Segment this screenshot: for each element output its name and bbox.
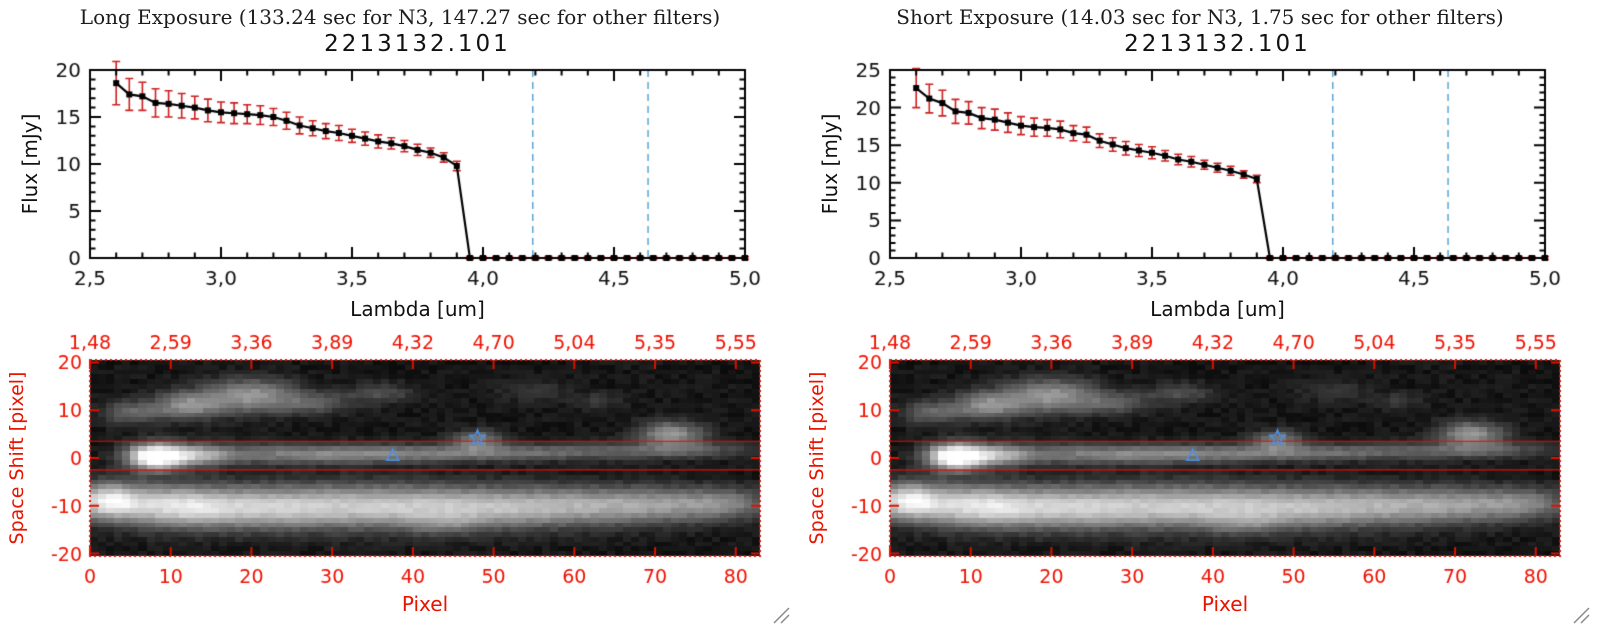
resize-grip-icon[interactable] bbox=[768, 602, 790, 624]
flux-x-axis-label: Lambda [um] bbox=[1150, 297, 1285, 321]
flux-plot-title: 2213132.101 bbox=[324, 31, 511, 57]
panel-short-exposure: Short Exposure (14.03 sec for N3, 1.75 s… bbox=[800, 0, 1600, 630]
flux-x-axis-label: Lambda [um] bbox=[350, 297, 485, 321]
spectral-image bbox=[35, 330, 775, 592]
panel-header: Long Exposure (133.24 sec for N3, 147.27… bbox=[79, 5, 721, 29]
image-x-axis-label: Pixel bbox=[1201, 592, 1249, 616]
flux-plot-title: 2213132.101 bbox=[1124, 31, 1311, 57]
spectral-image bbox=[835, 330, 1575, 592]
panel-long-exposure: Long Exposure (133.24 sec for N3, 147.27… bbox=[6, 5, 790, 624]
panel-header: Short Exposure (14.03 sec for N3, 1.75 s… bbox=[896, 5, 1504, 29]
flux-spectrum-chart bbox=[35, 60, 775, 300]
image-x-axis-label: Pixel bbox=[401, 592, 449, 616]
image-y-axis-label: Space Shift [pixel] bbox=[6, 371, 28, 545]
flux-spectrum-chart bbox=[835, 60, 1575, 300]
image-y-axis-label: Space Shift [pixel] bbox=[806, 371, 828, 545]
resize-grip-icon[interactable] bbox=[1568, 602, 1590, 624]
